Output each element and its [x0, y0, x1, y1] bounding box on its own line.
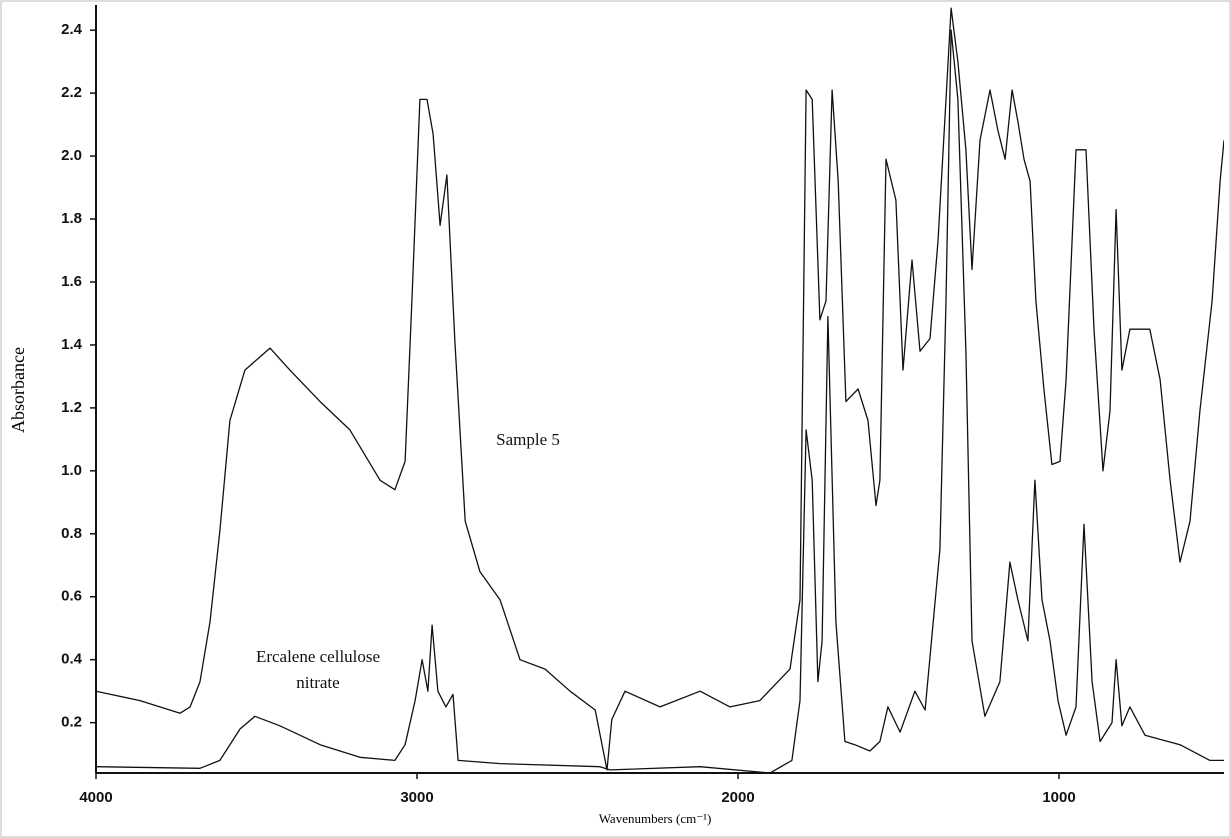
y-tick-label: 0.8 [61, 525, 82, 542]
y-tick-label: 0.6 [61, 588, 82, 605]
y-tick-label: 2.0 [61, 147, 82, 164]
y-axis-label: Absorbance [8, 347, 28, 433]
spectrum-line [96, 29, 1224, 773]
y-tick-label: 2.4 [61, 21, 83, 38]
y-tick-label: 1.0 [61, 462, 82, 479]
y-tick-label: 1.2 [61, 399, 82, 416]
y-tick-label: 0.4 [61, 651, 83, 668]
plot-area [96, 7, 1224, 773]
x-axis-label: Wavenumbers (cm⁻¹) [599, 811, 712, 826]
series-label: Ercalene cellulose nitrate [255, 647, 381, 692]
spectrum-line [96, 7, 1224, 771]
x-tick-label: 4000 [79, 789, 112, 806]
y-tick-label: 0.2 [61, 714, 82, 731]
y-tick-label: 2.2 [61, 84, 82, 101]
y-tick-label: 1.4 [61, 336, 83, 353]
y-tick-label: 1.8 [61, 210, 82, 227]
series-label: Sample 5 [496, 430, 560, 449]
x-tick-label: 3000 [400, 789, 433, 806]
x-tick-label: 1000 [1042, 789, 1075, 806]
x-tick-label: 2000 [721, 789, 754, 806]
y-tick-label: 1.6 [61, 273, 82, 290]
